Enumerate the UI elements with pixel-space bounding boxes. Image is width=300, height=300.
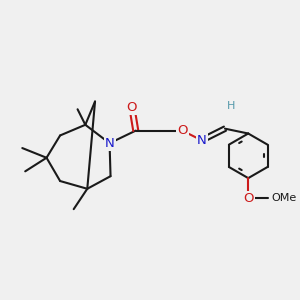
Text: H: H xyxy=(226,101,235,111)
Text: O: O xyxy=(127,101,137,114)
Text: OMe: OMe xyxy=(272,194,297,203)
Text: O: O xyxy=(177,124,188,137)
Text: N: N xyxy=(105,137,114,150)
Text: O: O xyxy=(243,192,254,205)
Text: N: N xyxy=(197,134,207,147)
